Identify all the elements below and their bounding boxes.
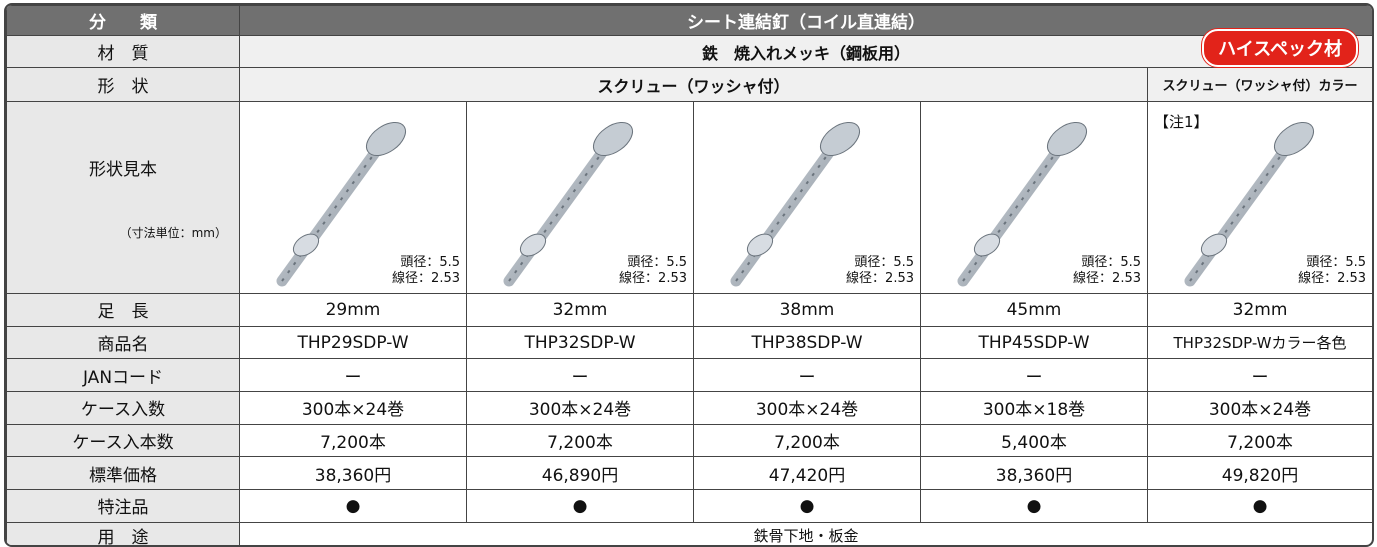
- image-cell: 頭径：5.5 線径：2.53: [468, 103, 693, 293]
- cell: 300本×18巻: [920, 391, 1148, 425]
- cell: 38,360円: [239, 456, 467, 491]
- spec: 頭径：5.5 線径：2.53: [619, 255, 687, 287]
- cell: 特注品: [6, 489, 240, 523]
- image-cell: 頭径：5.5 線径：2.53: [241, 103, 466, 293]
- cell: 用 途: [6, 521, 240, 545]
- cell: 【注1】頭径：5.5 線径：2.53: [1146, 101, 1372, 294]
- cell: ー: [466, 358, 694, 393]
- wire-diameter: 線径：2.53: [1298, 270, 1367, 286]
- cell: 32mm: [466, 293, 694, 327]
- wire-diameter: 線径：2.53: [846, 270, 914, 286]
- badge: ハイスペック材: [1202, 29, 1358, 67]
- image-cell: 頭径：5.5 線径：2.53: [695, 103, 920, 293]
- cell: THP45SDP-W: [920, 325, 1148, 360]
- cell: ー: [693, 358, 921, 393]
- row: 標準価格 38,360円 46,890円 47,420円 38,360円 49,820円: [6, 456, 1372, 491]
- cell: 形 状: [6, 67, 240, 102]
- row: 用 途鉄骨下地・板金: [6, 521, 1372, 545]
- cell: ●: [466, 489, 694, 523]
- cell: 7,200本: [466, 423, 694, 458]
- spec-table: 分 類シート連結釘（コイル直連結） 材 質鉄 焼入れメッキ（鋼板用） 形 状スク…: [4, 3, 1374, 547]
- cell: 32mm: [1146, 293, 1372, 327]
- nail-illustration: [503, 121, 634, 286]
- image-cell: 【注1】頭径：5.5 線径：2.53: [1149, 103, 1372, 293]
- cell: スクリュー（ワッシャ付）カラー: [1146, 67, 1372, 102]
- cell: ケース入本数: [6, 423, 240, 458]
- head-diameter: 頭径：5.5: [627, 254, 687, 270]
- cell: ー: [1146, 358, 1372, 393]
- cell: 商品名: [6, 325, 240, 360]
- spec: 頭径：5.5 線径：2.53: [846, 255, 914, 287]
- cell: 5,400本: [920, 423, 1148, 458]
- cell: 7,200本: [1146, 423, 1372, 458]
- cell: THP29SDP-W: [239, 325, 467, 360]
- row: JANコードーーーーー: [6, 358, 1372, 393]
- cell: 29mm: [239, 293, 467, 327]
- cell: JANコード: [6, 358, 240, 393]
- cell: 7,200本: [239, 423, 467, 458]
- unit: （寸法単位：mm）: [119, 225, 227, 240]
- cell: ●: [1146, 489, 1372, 523]
- cell: 頭径：5.5 線径：2.53: [693, 101, 921, 294]
- row: ケース入本数 7,200本 7,200本 7,200本 5,400本 7,200本: [6, 423, 1372, 458]
- cell: ケース入数: [6, 391, 240, 425]
- cell: 頭径：5.5 線径：2.53: [239, 101, 467, 294]
- spec: 頭径：5.5 線径：2.53: [1073, 255, 1141, 287]
- cell: 47,420円: [693, 456, 921, 491]
- cell: ●: [239, 489, 467, 523]
- cell: 7,200本: [693, 423, 921, 458]
- cell: 分 類: [6, 5, 240, 36]
- spec: 頭径：5.5 線径：2.53: [1298, 255, 1366, 287]
- cell: 鉄骨下地・板金: [238, 521, 1372, 545]
- cell: 300本×24巻: [466, 391, 694, 425]
- cell: ー: [239, 358, 467, 393]
- nail-illustration: [1184, 121, 1315, 286]
- wire-diameter: 線径：2.53: [619, 270, 687, 286]
- cell: THP32SDP-Wカラー各色: [1146, 325, 1372, 360]
- row: 特注品 ● ● ● ● ●: [6, 489, 1372, 523]
- cell: 45mm: [920, 293, 1148, 327]
- cell: 形状見本 （寸法単位：mm）: [6, 101, 240, 294]
- cell: THP32SDP-W: [466, 325, 694, 360]
- cell: 300本×24巻: [693, 391, 921, 425]
- cell: 足 長: [6, 293, 240, 327]
- cell: スクリュー（ワッシャ付）: [239, 67, 1148, 102]
- head-diameter: 頭径：5.5: [854, 254, 914, 270]
- cell: 頭径：5.5 線径：2.53: [466, 101, 694, 294]
- nail-illustration: [276, 121, 407, 286]
- cell: THP38SDP-W: [693, 325, 921, 360]
- cell: 49,820円: [1146, 456, 1372, 491]
- cell: ー: [920, 358, 1148, 393]
- note: 【注1】: [1154, 112, 1209, 131]
- cell: 300本×24巻: [1146, 391, 1372, 425]
- cell: 鉄 焼入れメッキ（鋼板用）: [238, 35, 1372, 68]
- cell: ●: [920, 489, 1148, 523]
- wire-diameter: 線径：2.53: [392, 270, 460, 286]
- image-cell: 頭径：5.5 線径：2.53: [922, 103, 1147, 293]
- cell: シート連結釘（コイル直連結）: [238, 5, 1372, 36]
- cell: 46,890円: [466, 456, 694, 491]
- table: 分 類シート連結釘（コイル直連結） 材 質鉄 焼入れメッキ（鋼板用） 形 状スク…: [6, 5, 1372, 545]
- label: 形状見本: [89, 159, 157, 180]
- cell: ●: [693, 489, 921, 523]
- cell: 標準価格: [6, 456, 240, 491]
- nail-illustration: [730, 121, 861, 286]
- head-diameter: 頭径：5.5: [1081, 254, 1141, 270]
- cell: 300本×24巻: [239, 391, 467, 425]
- head-diameter: 頭径：5.5: [1306, 254, 1367, 270]
- cell: 38mm: [693, 293, 921, 327]
- nail-illustration: [957, 121, 1088, 286]
- row: 足 長 29mm 32mm 38mm 45mm 32mm: [6, 293, 1372, 327]
- spec: 頭径：5.5 線径：2.53: [392, 255, 460, 287]
- head-diameter: 頭径：5.5: [400, 254, 460, 270]
- cell: 頭径：5.5 線径：2.53: [920, 101, 1148, 294]
- wire-diameter: 線径：2.53: [1073, 270, 1141, 286]
- cell: 38,360円: [920, 456, 1148, 491]
- row: ケース入数 300本×24巻 300本×24巻 300本×24巻 300本×18巻 300…: [6, 391, 1372, 425]
- row: 商品名 THP29SDP-W THP32SDP-W THP38SDP-W THP45SD…: [6, 325, 1372, 360]
- cell: 材 質: [6, 35, 240, 68]
